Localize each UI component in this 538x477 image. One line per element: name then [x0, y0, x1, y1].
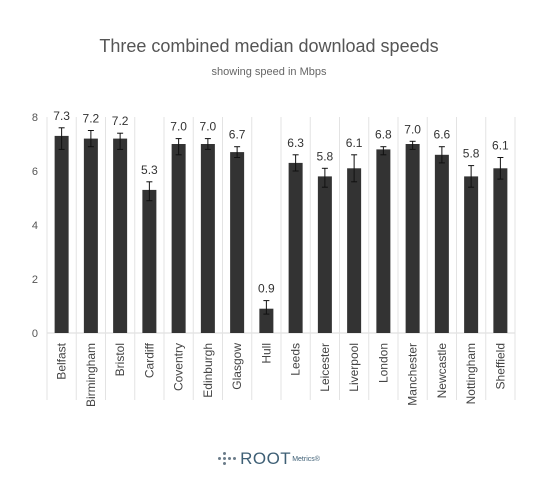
x-tick-label: Glasgow [230, 343, 244, 390]
data-label: 7.2 [83, 112, 100, 126]
y-tick-label: 2 [32, 274, 38, 286]
data-label: 5.8 [463, 147, 480, 161]
y-tick-label: 8 [32, 112, 38, 124]
x-tick-label: Leeds [289, 343, 303, 376]
x-tick-label: Belfast [55, 342, 69, 379]
x-tick-label: London [376, 343, 390, 383]
x-tick-label: Cardiff [142, 342, 156, 378]
x-tick-label: Liverpool [347, 343, 361, 392]
bar-edinburgh [200, 144, 215, 333]
bar-cardiff [142, 189, 157, 333]
bar-manchester [405, 144, 420, 333]
bar-birmingham [83, 138, 98, 333]
y-tick-label: 4 [32, 220, 38, 232]
x-tick-label: Leicester [318, 343, 332, 392]
bar-liverpool [347, 168, 362, 333]
bar-hull [259, 308, 274, 333]
y-tick-label: 6 [32, 166, 38, 178]
data-label: 6.7 [229, 128, 246, 142]
x-tick-label: Sheffield [493, 343, 507, 389]
data-label: 6.1 [492, 139, 509, 153]
x-tick-label: Coventry [172, 343, 186, 391]
data-label: 5.8 [317, 149, 334, 163]
data-label: 7.0 [170, 120, 187, 134]
logo-root-text: ROOT [240, 449, 292, 468]
bar-nottingham [464, 176, 479, 333]
bar-glasgow [230, 152, 245, 333]
bar-coventry [171, 144, 186, 333]
bar-bristol [113, 138, 128, 333]
bar-leicester [317, 176, 332, 333]
bar-newcastle [434, 154, 449, 333]
data-label: 7.3 [53, 109, 70, 123]
data-label: 7.2 [112, 114, 129, 128]
x-tick-label: Edinburgh [201, 343, 215, 398]
bar-london [376, 149, 391, 333]
data-label: 6.3 [287, 136, 304, 150]
x-tick-label: Birmingham [84, 343, 98, 407]
data-label: 6.6 [434, 128, 451, 142]
data-label: 7.0 [200, 120, 217, 134]
data-label: 0.9 [258, 282, 275, 296]
bar-belfast [54, 135, 69, 333]
x-tick-label: Hull [259, 343, 273, 364]
data-label: 6.1 [346, 136, 363, 150]
chart-title: Three combined median download speeds [99, 36, 439, 56]
x-tick-label: Nottingham [464, 343, 478, 404]
chart-subtitle: showing speed in Mbps [211, 66, 327, 78]
logo-metrics-text: Metrics® [292, 455, 320, 463]
bar-sheffield [493, 168, 508, 333]
bar-leeds [288, 162, 303, 333]
y-tick-label: 0 [32, 328, 38, 340]
x-tick-label: Manchester [406, 343, 420, 406]
logo-dots-icon [218, 452, 237, 466]
rootmetrics-logo: ROOT Metrics® [0, 449, 538, 469]
data-label: 5.3 [141, 163, 158, 177]
data-label: 6.8 [375, 128, 392, 142]
x-tick-label: Newcastle [435, 343, 449, 399]
x-tick-label: Bristol [113, 343, 127, 376]
data-label: 7.0 [404, 122, 421, 136]
